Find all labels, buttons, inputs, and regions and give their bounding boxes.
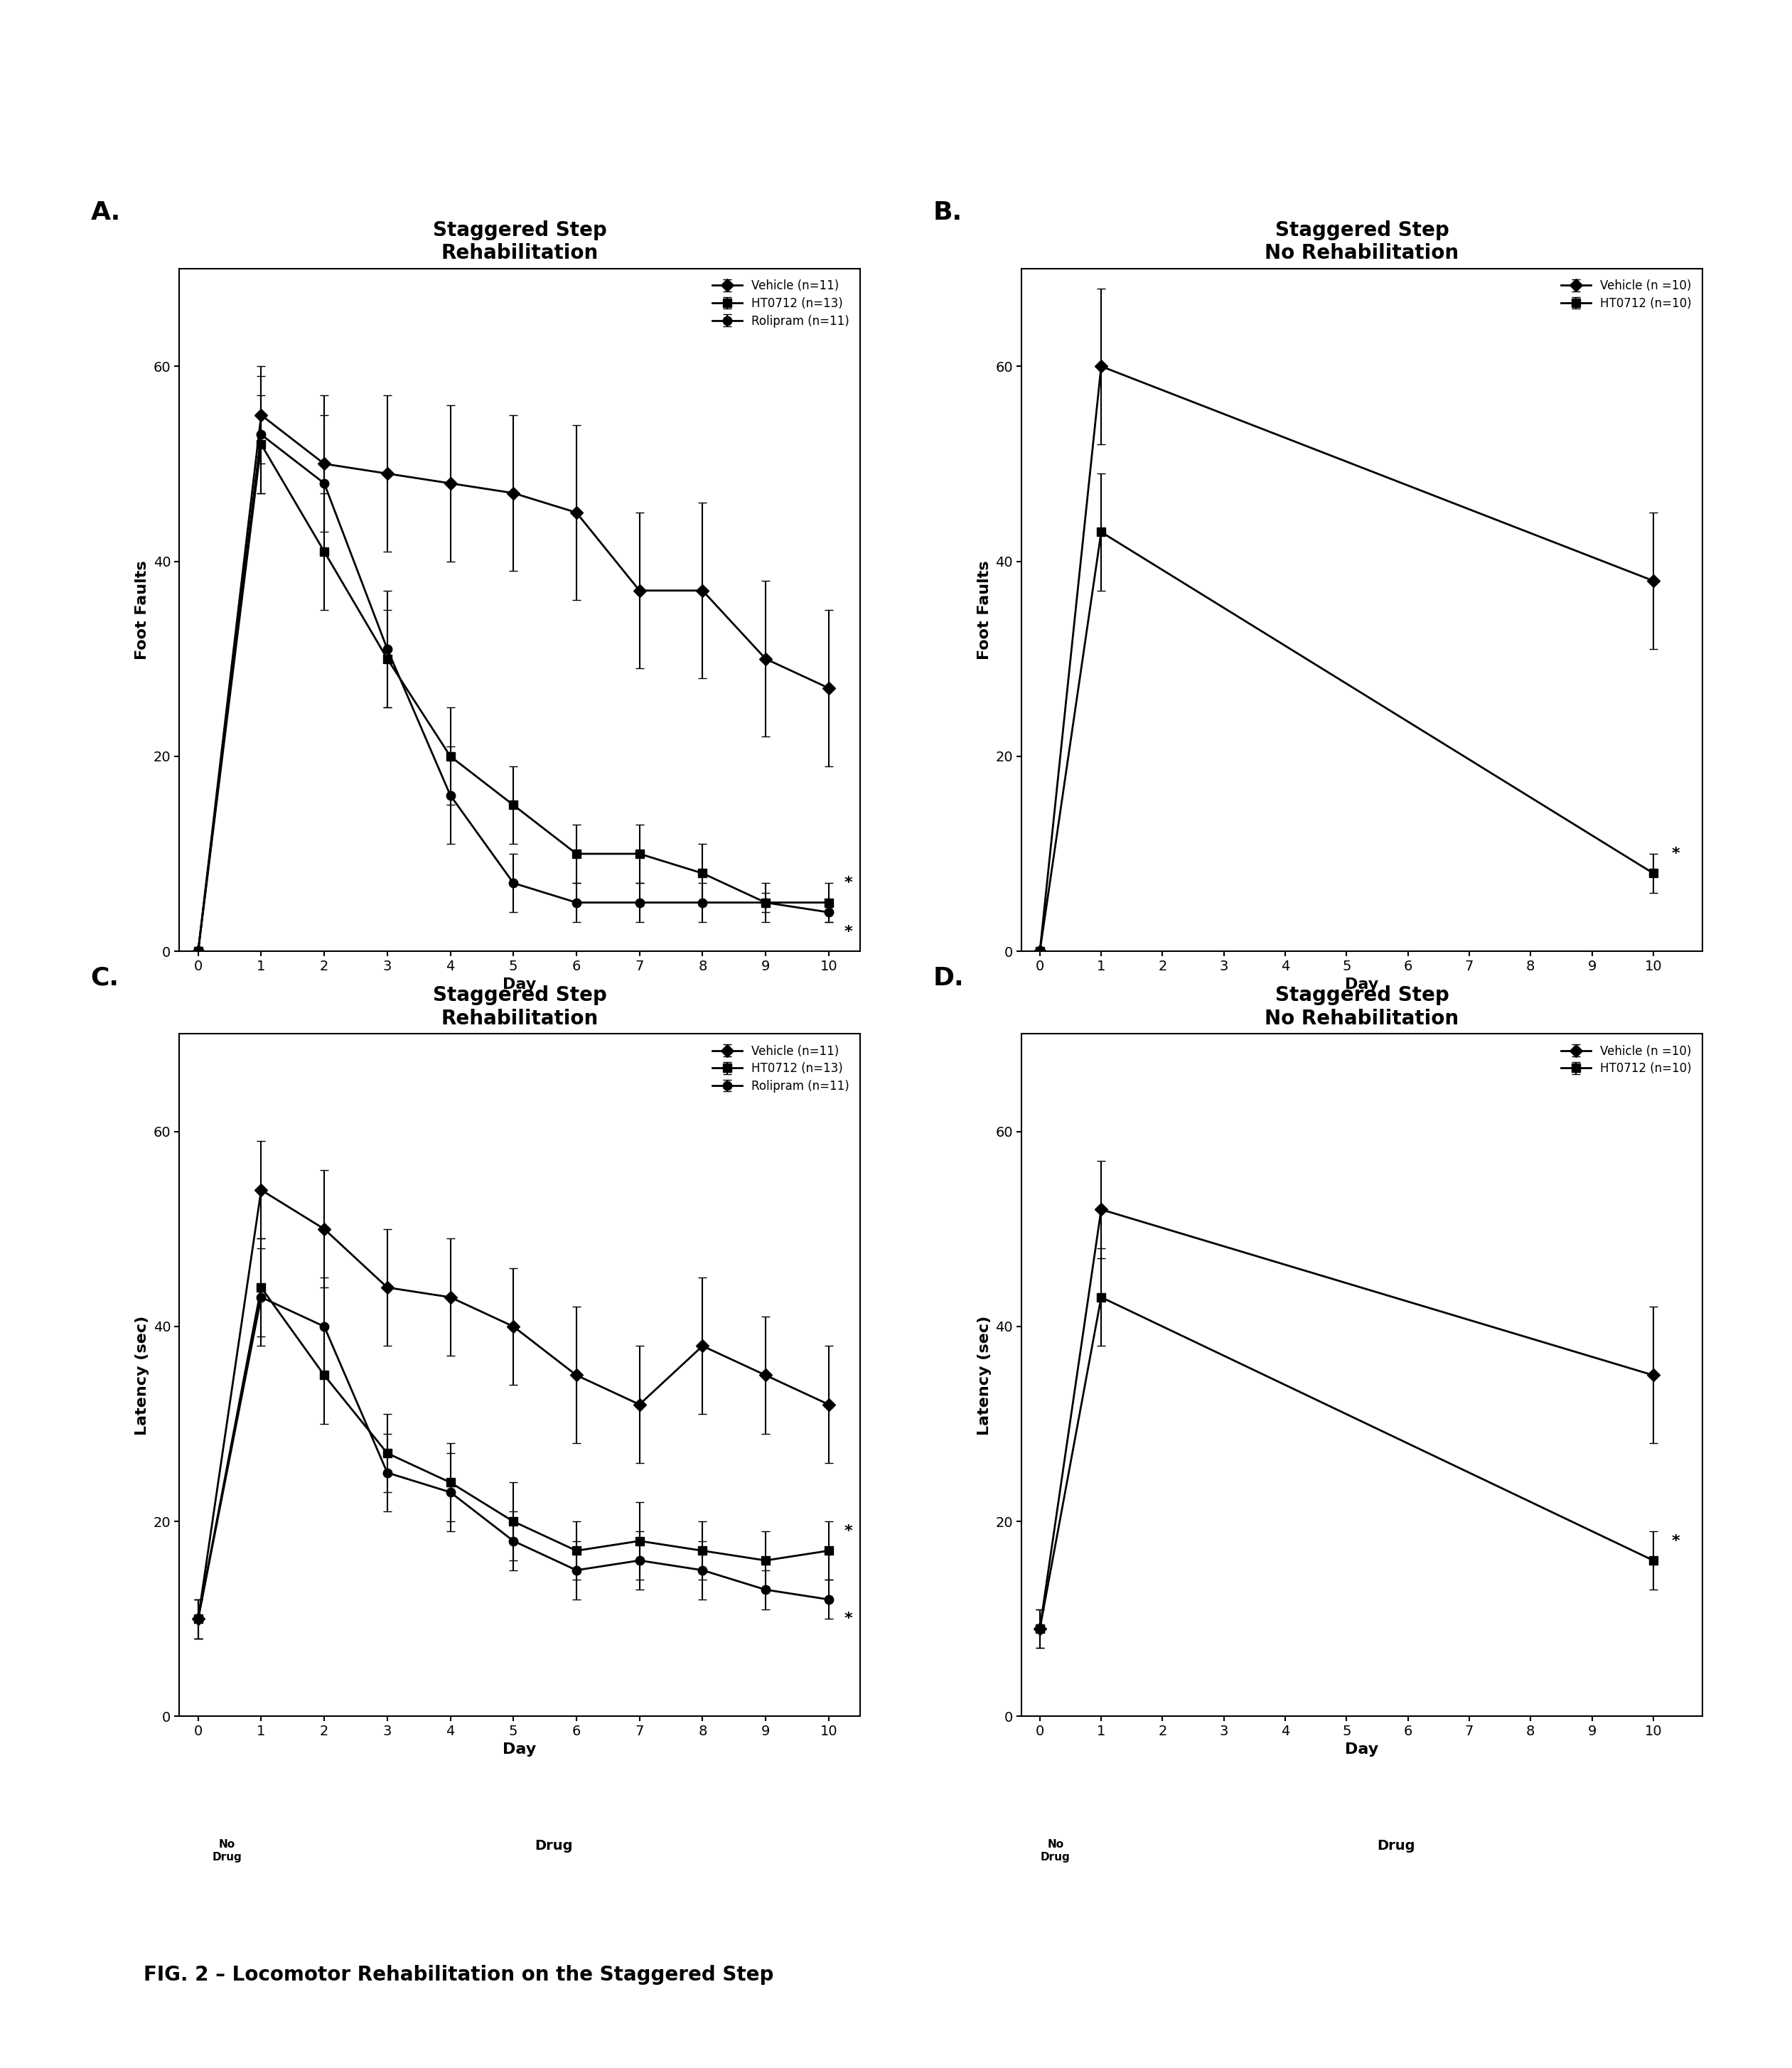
Text: C.: C. bbox=[91, 966, 118, 991]
Y-axis label: Foot Faults: Foot Faults bbox=[134, 560, 149, 660]
Text: Drug: Drug bbox=[1376, 1838, 1416, 1853]
Text: No
Drug: No Drug bbox=[211, 1073, 242, 1098]
Text: D.: D. bbox=[934, 966, 964, 991]
Y-axis label: Latency (sec): Latency (sec) bbox=[134, 1315, 149, 1435]
Text: *: * bbox=[844, 1524, 853, 1539]
Text: Drug: Drug bbox=[534, 1838, 573, 1853]
X-axis label: Day: Day bbox=[504, 976, 536, 991]
Text: *: * bbox=[844, 877, 853, 889]
Legend: Vehicle (n=11), HT0712 (n=13), Rolipram (n=11): Vehicle (n=11), HT0712 (n=13), Rolipram … bbox=[708, 275, 855, 333]
X-axis label: Day: Day bbox=[1346, 1741, 1378, 1756]
Y-axis label: Latency (sec): Latency (sec) bbox=[977, 1315, 991, 1435]
Text: *: * bbox=[844, 924, 853, 939]
Text: Drug: Drug bbox=[1376, 1073, 1416, 1088]
Text: Drug: Drug bbox=[534, 1073, 573, 1088]
Text: A.: A. bbox=[91, 201, 120, 225]
Title: Staggered Step
No Rehabilitation: Staggered Step No Rehabilitation bbox=[1265, 221, 1459, 263]
X-axis label: Day: Day bbox=[1346, 976, 1378, 991]
Legend: Vehicle (n =10), HT0712 (n=10): Vehicle (n =10), HT0712 (n=10) bbox=[1557, 1040, 1697, 1079]
Text: No
Drug: No Drug bbox=[1041, 1838, 1070, 1863]
Legend: Vehicle (n =10), HT0712 (n=10): Vehicle (n =10), HT0712 (n=10) bbox=[1557, 275, 1697, 314]
Text: *: * bbox=[844, 1611, 853, 1625]
Title: Staggered Step
Rehabilitation: Staggered Step Rehabilitation bbox=[432, 986, 607, 1028]
Text: FIG. 2 – Locomotor Rehabilitation on the Staggered Step: FIG. 2 – Locomotor Rehabilitation on the… bbox=[143, 1965, 774, 1985]
Title: Staggered Step
No Rehabilitation: Staggered Step No Rehabilitation bbox=[1265, 986, 1459, 1028]
Text: No
Drug: No Drug bbox=[1041, 1073, 1070, 1098]
Text: *: * bbox=[1672, 1534, 1679, 1549]
Text: B.: B. bbox=[934, 201, 962, 225]
Text: *: * bbox=[1672, 846, 1679, 860]
Legend: Vehicle (n=11), HT0712 (n=13), Rolipram (n=11): Vehicle (n=11), HT0712 (n=13), Rolipram … bbox=[708, 1040, 855, 1098]
Y-axis label: Foot Faults: Foot Faults bbox=[977, 560, 991, 660]
Title: Staggered Step
Rehabilitation: Staggered Step Rehabilitation bbox=[432, 221, 607, 263]
Text: No
Drug: No Drug bbox=[211, 1838, 242, 1863]
X-axis label: Day: Day bbox=[504, 1741, 536, 1756]
